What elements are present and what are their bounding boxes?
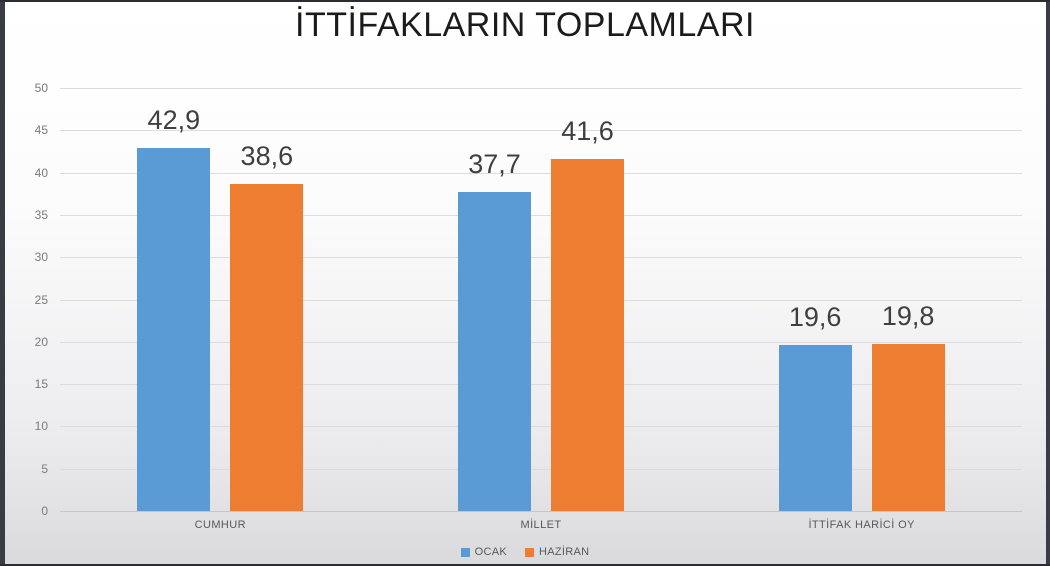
y-axis-tick-5: 5 (41, 461, 48, 476)
data-label-ocak-0: 42,9 (147, 105, 201, 136)
gridline-10 (60, 426, 1022, 428)
screen-edge-bottom (0, 564, 1050, 566)
data-label-hazi̇ran-2: 19,8 (881, 300, 935, 331)
category-label-0: CUMHUR (194, 519, 246, 531)
y-axis-tick-10: 10 (34, 419, 48, 434)
legend-label: OCAK (474, 546, 507, 558)
plot-area: 0 5 10 15 20 25 30 35 40 45 50 42,9 38,6 CUMHUR 37,7 41… (35, 81, 1022, 531)
gridline-50 (60, 88, 1022, 89)
data-label-hazi̇ran-1: 41,6 (561, 116, 614, 147)
gridline-30 (60, 257, 1022, 259)
bar-ocak-cumhur (137, 148, 211, 511)
gridline-0 (60, 511, 1022, 512)
bar-hazi̇ran-i̇tti̇fak-hari̇ci̇-oy (871, 343, 945, 511)
gridline-5 (60, 468, 1022, 470)
y-axis-tick-45: 45 (34, 123, 48, 138)
data-label-ocak-2: 19,6 (788, 302, 842, 333)
y-axis-tick-0: 0 (41, 504, 48, 518)
y-axis-tick-50: 50 (34, 81, 48, 95)
chart-legend: OCAK HAZİRAN (0, 543, 1050, 561)
y-axis-tick-20: 20 (34, 334, 48, 349)
bar-ocak-mi̇llet (458, 192, 531, 511)
y-axis-tick-35: 35 (34, 207, 48, 222)
gridline-25 (60, 299, 1022, 301)
legend-item-ocak: OCAK (460, 546, 507, 558)
y-axis-tick-30: 30 (34, 250, 48, 265)
y-axis-tick-25: 25 (34, 292, 48, 307)
category-label-2: İTTİFAK HARİCİ OY (808, 519, 915, 531)
screen-edge-right (1046, 0, 1050, 566)
screen-edge-left (0, 0, 5, 566)
bar-hazi̇ran-cumhur (230, 184, 304, 511)
bar-hazi̇ran-mi̇llet (551, 159, 624, 511)
screen-edge-top (0, 0, 1050, 2)
gridline-40 (60, 172, 1022, 174)
y-axis-tick-40: 40 (34, 165, 48, 180)
y-axis-tick-15: 15 (34, 377, 48, 392)
gridline-45 (60, 130, 1022, 132)
gridline-15 (60, 384, 1022, 386)
category-label-1: MİLLET (520, 519, 562, 531)
data-label-hazi̇ran-0: 38,6 (240, 141, 294, 172)
bar-ocak-i̇tti̇fak-hari̇ci̇-oy (778, 345, 852, 511)
legend-swatch-icon (460, 547, 470, 557)
gridline-20 (60, 341, 1022, 343)
legend-label: HAZİRAN (538, 546, 590, 558)
data-label-ocak-1: 37,7 (468, 149, 521, 180)
chart-title: İTTİFAKLARIN TOPLAMLARI (295, 6, 755, 44)
gridline-35 (60, 214, 1022, 216)
legend-item-hazi̇ran: HAZİRAN (524, 546, 590, 558)
legend-swatch-icon (524, 547, 534, 557)
